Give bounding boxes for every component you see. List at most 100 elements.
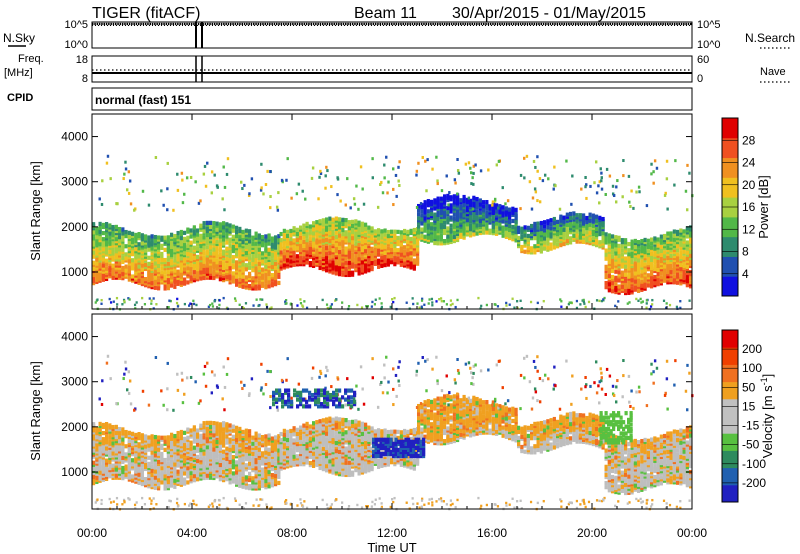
- power-cell: [482, 204, 486, 209]
- power-cell: [449, 233, 453, 238]
- power-cell: [179, 229, 183, 235]
- power-cell: [188, 304, 191, 307]
- power-cell: [367, 225, 371, 230]
- power-cell: [650, 237, 654, 242]
- velocity-cell: [111, 431, 115, 436]
- power-cell: [549, 246, 553, 251]
- power-cell: [234, 299, 237, 303]
- velocity-cell: [144, 444, 148, 449]
- power-cell: [600, 187, 604, 191]
- power-cell: [308, 260, 312, 266]
- power-cell: [676, 252, 680, 257]
- power-cell: [620, 252, 624, 257]
- power-cell: [659, 275, 663, 280]
- power-cell: [212, 239, 216, 244]
- velocity-cell: [98, 462, 102, 467]
- velocity-cell: [205, 463, 209, 468]
- power-cell: [361, 187, 364, 191]
- power-cell: [308, 242, 312, 247]
- power-cell: [341, 227, 345, 233]
- power-cell: [213, 299, 216, 303]
- power-cell: [425, 189, 428, 193]
- power-cell: [280, 178, 284, 182]
- velocity-cell: [192, 431, 196, 436]
- power-cell: [170, 244, 174, 250]
- power-cell: [645, 299, 648, 302]
- power-cell: [299, 231, 303, 236]
- power-cell: [241, 187, 244, 191]
- power-cell: [511, 297, 514, 300]
- power-cell: [173, 284, 177, 289]
- power-cell: [356, 303, 359, 307]
- power-cell: [525, 154, 529, 158]
- power-cell: [604, 285, 608, 290]
- power-cell: [330, 185, 333, 189]
- power-cell: [215, 221, 219, 226]
- power-cell: [344, 203, 347, 207]
- power-cell: [222, 261, 226, 266]
- power-cell: [274, 245, 278, 250]
- power-cell: [659, 234, 663, 239]
- power-cell: [448, 191, 451, 195]
- power-cell: [480, 304, 483, 308]
- power-cell: [646, 238, 650, 243]
- power-cell: [435, 300, 438, 303]
- power-cell: [420, 299, 424, 302]
- power-cell: [231, 279, 235, 284]
- power-cell: [552, 216, 556, 222]
- power-cell: [318, 175, 321, 179]
- power-cell: [334, 259, 338, 264]
- power-cell: [124, 160, 127, 164]
- power-cell: [185, 176, 189, 180]
- velocity-cell: [186, 480, 190, 485]
- power-cell: [105, 161, 109, 165]
- power-cell: [231, 244, 235, 250]
- power-cell: [308, 224, 312, 229]
- velocity-cell: [231, 424, 235, 429]
- power-cell: [154, 156, 158, 160]
- nsearch-label: N.Search: [745, 31, 795, 45]
- power-cell: [452, 216, 456, 221]
- power-cell: [650, 172, 653, 176]
- power-cell: [397, 179, 400, 183]
- power-cell: [604, 272, 608, 278]
- power-cell: [242, 307, 245, 310]
- power-cell: [285, 302, 288, 305]
- power-cell: [299, 260, 303, 265]
- power-cell: [454, 181, 457, 185]
- power-cell: [435, 155, 438, 159]
- power-cell: [403, 228, 407, 234]
- power-cell: [579, 303, 582, 306]
- power-cell: [124, 264, 128, 269]
- velocity-cell: [127, 465, 131, 470]
- power-cell: [189, 246, 193, 251]
- power-cell: [605, 167, 609, 171]
- velocity-cell: [163, 484, 167, 489]
- power-cell: [575, 306, 579, 310]
- power-cell: [126, 188, 129, 192]
- velocity-cell: [231, 444, 235, 450]
- power-cell: [108, 235, 112, 240]
- power-cell: [94, 301, 97, 304]
- velocity-cell: [124, 429, 128, 435]
- power-cell: [302, 227, 306, 232]
- power-cell: [421, 297, 424, 301]
- power-cell: [520, 234, 524, 239]
- power-cell: [393, 229, 397, 234]
- power-cell: [495, 225, 499, 230]
- power-cell: [364, 244, 368, 250]
- power-cell: [456, 213, 460, 218]
- power-cell: [121, 265, 125, 271]
- power-cell: [482, 214, 486, 219]
- power-cell: [116, 303, 119, 306]
- power-cell: [504, 230, 508, 235]
- power-cell: [205, 226, 209, 232]
- power-cell: [257, 261, 261, 267]
- power-cell: [261, 234, 265, 240]
- power-cell: [588, 218, 592, 223]
- power-cell: [443, 224, 447, 229]
- power-cell: [637, 299, 640, 302]
- power-cell: [212, 269, 216, 274]
- power-cell: [331, 239, 335, 245]
